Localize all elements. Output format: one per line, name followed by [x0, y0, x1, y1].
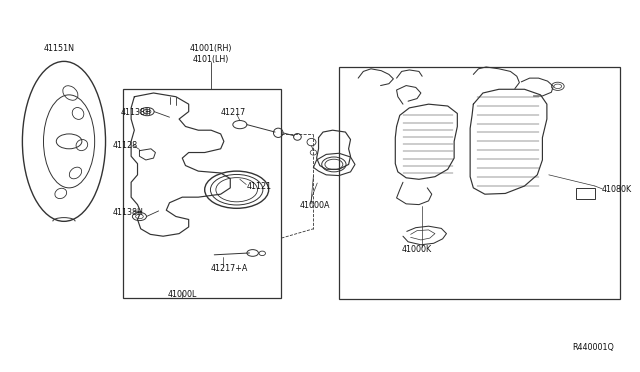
Text: 41151N: 41151N — [44, 44, 74, 53]
Text: 41138H: 41138H — [113, 208, 143, 217]
Text: 41000K: 41000K — [402, 245, 432, 254]
Text: 4101(LH): 4101(LH) — [193, 55, 229, 64]
Text: 41217: 41217 — [221, 108, 246, 117]
Text: 41128: 41128 — [113, 141, 138, 150]
Text: 41080K: 41080K — [601, 185, 632, 194]
Bar — [575, 188, 595, 199]
Bar — [123, 89, 282, 298]
Text: R440001Q: R440001Q — [572, 343, 614, 352]
Bar — [339, 67, 620, 299]
Text: 41000A: 41000A — [300, 201, 330, 210]
Text: 41000L: 41000L — [168, 290, 197, 299]
Text: 41001(RH): 41001(RH) — [190, 44, 232, 53]
Text: 41138H: 41138H — [120, 108, 151, 117]
Text: 41217+A: 41217+A — [211, 264, 248, 273]
Text: 41121: 41121 — [246, 182, 271, 190]
